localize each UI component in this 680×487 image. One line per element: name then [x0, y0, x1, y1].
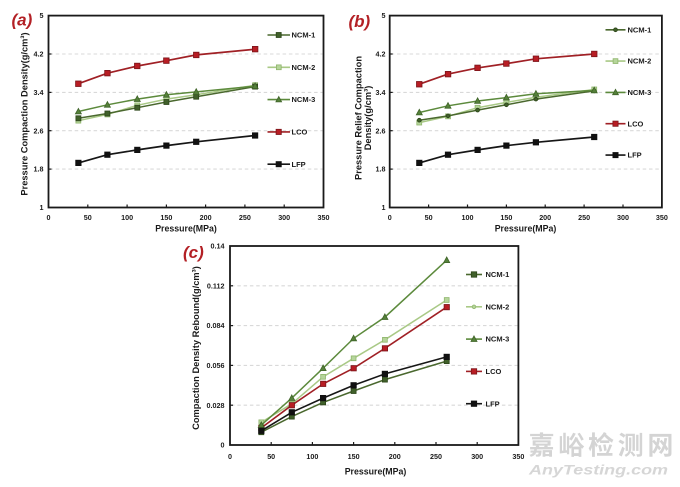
svg-text:3.4: 3.4 [376, 88, 386, 97]
svg-text:NCM-2: NCM-2 [292, 63, 316, 72]
svg-text:Compaction Density Rebound(g/c: Compaction Density Rebound(g/cm³) [191, 266, 201, 430]
svg-text:100: 100 [121, 213, 133, 222]
svg-text:150: 150 [500, 213, 512, 222]
svg-text:100: 100 [462, 213, 474, 222]
svg-text:350: 350 [656, 213, 668, 222]
svg-text:0: 0 [47, 213, 51, 222]
svg-text:LCO: LCO [292, 128, 308, 137]
svg-text:50: 50 [425, 213, 433, 222]
svg-text:NCM-3: NCM-3 [628, 88, 652, 97]
svg-text:Pressure(MPa): Pressure(MPa) [345, 467, 407, 477]
svg-text:0.14: 0.14 [211, 242, 225, 251]
svg-text:NCM-3: NCM-3 [292, 95, 316, 104]
svg-text:200: 200 [539, 213, 551, 222]
svg-text:300: 300 [617, 213, 629, 222]
svg-text:2.6: 2.6 [376, 126, 386, 135]
svg-text:(a): (a) [12, 10, 33, 29]
svg-text:300: 300 [278, 213, 290, 222]
svg-text:350: 350 [318, 213, 330, 222]
svg-text:1.8: 1.8 [34, 165, 44, 174]
svg-text:NCM-1: NCM-1 [628, 25, 652, 34]
svg-text:Pressure(MPa): Pressure(MPa) [495, 224, 557, 234]
svg-text:Pressure Relief Compaction: Pressure Relief Compaction [354, 56, 364, 180]
svg-text:1: 1 [382, 203, 386, 212]
svg-text:250: 250 [578, 213, 590, 222]
svg-text:250: 250 [430, 452, 442, 461]
svg-text:1.8: 1.8 [376, 165, 386, 174]
svg-text:NCM-3: NCM-3 [486, 335, 510, 344]
svg-text:LCO: LCO [628, 119, 644, 128]
svg-text:300: 300 [471, 452, 483, 461]
svg-text:5: 5 [40, 11, 44, 20]
svg-text:3.4: 3.4 [34, 88, 44, 97]
svg-text:(b): (b) [349, 12, 371, 31]
svg-text:LCO: LCO [486, 367, 502, 376]
svg-text:NCM-1: NCM-1 [292, 31, 316, 40]
svg-text:0: 0 [388, 213, 392, 222]
svg-text:350: 350 [512, 452, 524, 461]
svg-text:0.112: 0.112 [207, 281, 225, 290]
svg-text:NCM-1: NCM-1 [486, 270, 510, 279]
svg-text:200: 200 [389, 452, 401, 461]
svg-text:LFP: LFP [486, 399, 500, 408]
svg-text:50: 50 [84, 213, 92, 222]
svg-text:LFP: LFP [292, 160, 306, 169]
svg-text:(c): (c) [183, 243, 204, 262]
svg-text:LFP: LFP [628, 151, 642, 160]
svg-text:NCM-2: NCM-2 [486, 302, 510, 311]
svg-text:Density(g/cm³): Density(g/cm³) [363, 86, 373, 151]
svg-text:2.6: 2.6 [34, 126, 44, 135]
svg-text:50: 50 [267, 452, 275, 461]
svg-text:Pressure Compaction Density(g/: Pressure Compaction Density(g/cm³) [20, 32, 30, 195]
svg-text:4.2: 4.2 [34, 50, 44, 59]
svg-text:0.056: 0.056 [207, 361, 225, 370]
svg-text:200: 200 [200, 213, 212, 222]
svg-text:150: 150 [160, 213, 172, 222]
svg-text:0.028: 0.028 [207, 401, 225, 410]
svg-text:0.084: 0.084 [207, 321, 225, 330]
svg-text:5: 5 [382, 11, 386, 20]
svg-text:100: 100 [306, 452, 318, 461]
svg-text:0: 0 [228, 452, 232, 461]
svg-text:0: 0 [221, 441, 225, 450]
svg-text:4.2: 4.2 [376, 50, 386, 59]
svg-text:AnyTesting.com: AnyTesting.com [528, 463, 668, 478]
svg-text:1: 1 [40, 203, 44, 212]
svg-text:NCM-2: NCM-2 [628, 57, 652, 66]
svg-text:Pressure(MPa): Pressure(MPa) [155, 224, 217, 234]
svg-text:250: 250 [239, 213, 251, 222]
svg-text:150: 150 [348, 452, 360, 461]
